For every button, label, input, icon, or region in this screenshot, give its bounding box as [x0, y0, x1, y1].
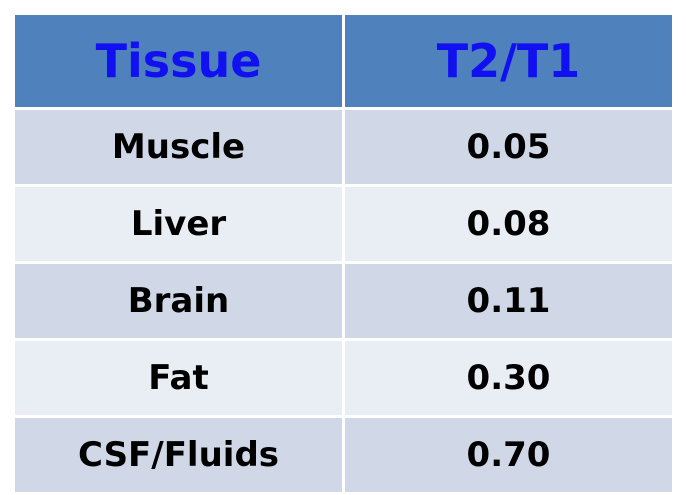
- tissue-cell: Brain: [12, 261, 345, 341]
- ratio-cell: 0.30: [342, 338, 675, 418]
- column-header-tissue: Tissue: [12, 12, 345, 110]
- table-row: Liver 0.08: [12, 184, 675, 264]
- column-header-t2-t1: T2/T1: [342, 12, 675, 110]
- ratio-cell: 0.11: [342, 261, 675, 341]
- header-row: Tissue T2/T1: [12, 12, 675, 110]
- table-row: CSF/Fluids 0.70: [12, 415, 675, 495]
- tissue-cell: Fat: [12, 338, 345, 418]
- t2-t1-table: Tissue T2/T1 Muscle 0.05 Liver 0.08 Brai…: [12, 12, 675, 495]
- ratio-cell: 0.08: [342, 184, 675, 264]
- data-table-container: Tissue T2/T1 Muscle 0.05 Liver 0.08 Brai…: [12, 12, 675, 495]
- table-row: Muscle 0.05: [12, 107, 675, 187]
- table-row: Brain 0.11: [12, 261, 675, 341]
- table-row: Fat 0.30: [12, 338, 675, 418]
- tissue-cell: CSF/Fluids: [12, 415, 345, 495]
- tissue-cell: Liver: [12, 184, 345, 264]
- ratio-cell: 0.70: [342, 415, 675, 495]
- ratio-cell: 0.05: [342, 107, 675, 187]
- tissue-cell: Muscle: [12, 107, 345, 187]
